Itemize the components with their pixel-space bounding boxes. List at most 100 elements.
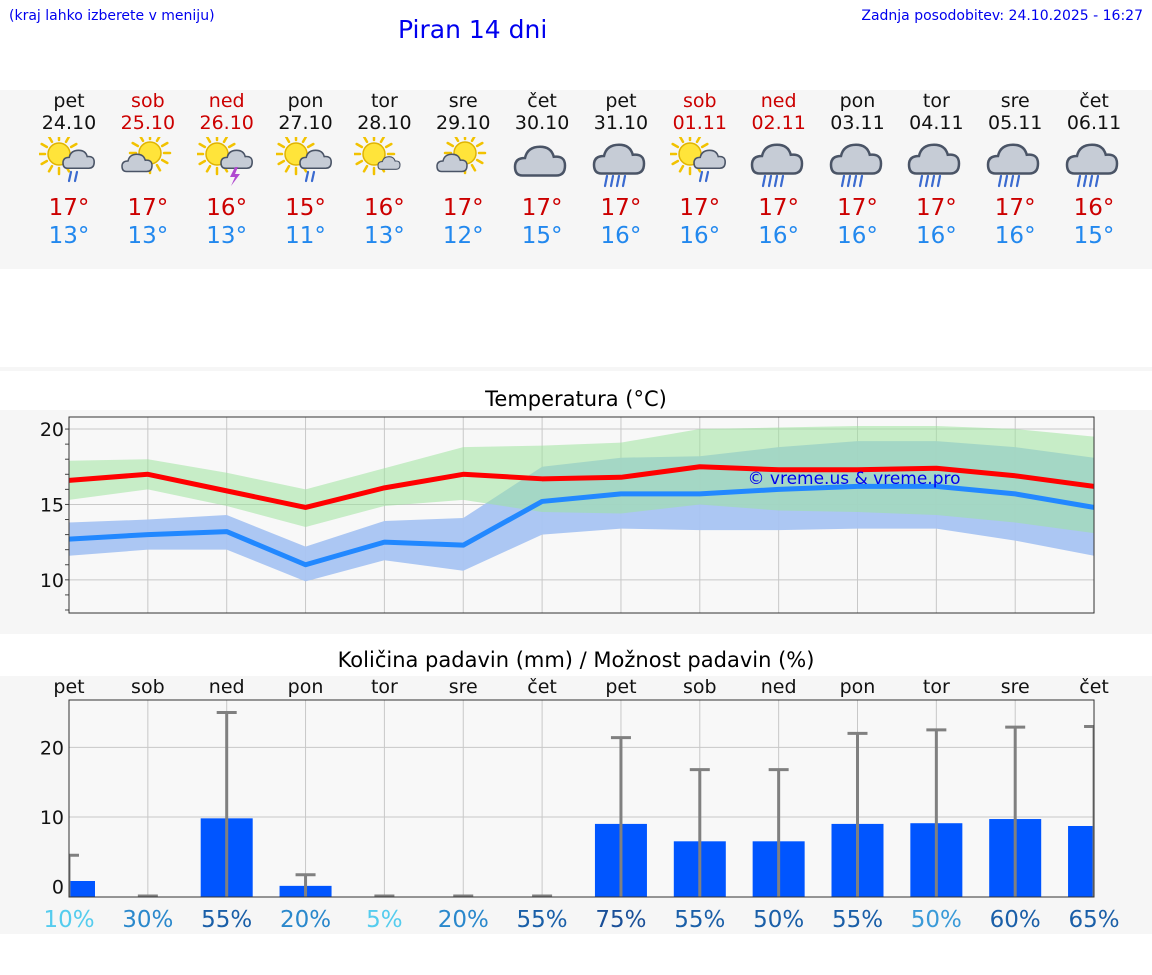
- max-temperature: 17°: [994, 195, 1036, 221]
- forecast-day: tor 04.11 17° 16°: [896, 90, 976, 250]
- max-temp-line: [69, 464, 1094, 510]
- rain-shape: [603, 174, 627, 188]
- min-temperature: 16°: [600, 223, 642, 249]
- day-name: čet: [1079, 90, 1109, 112]
- min-temp-line: [69, 483, 1094, 568]
- cloud-shape: [829, 143, 882, 175]
- forecast-day: ned 02.11 17° 16°: [739, 90, 819, 250]
- temperature-chart: 10 15 20 © vreme.us & vreme.pro: [40, 416, 1095, 614]
- forecast-day: pet 31.10 17° 16°: [581, 90, 661, 250]
- precip-chance-label: 5%: [366, 907, 403, 933]
- day-name: tor: [370, 90, 398, 112]
- y-tick-label: 0: [52, 877, 64, 899]
- precip-chance-label: 55%: [201, 907, 252, 933]
- min-temperature: 13°: [206, 223, 248, 249]
- precip-chance-label: 50%: [911, 907, 962, 933]
- cloud-heavy-rain-icon: [829, 143, 882, 188]
- min-temperature: 13°: [364, 223, 405, 249]
- y-tick-label: 10: [40, 807, 64, 829]
- day-name: pon: [287, 90, 324, 112]
- day-date: 30.10: [514, 112, 570, 134]
- day-label: ned: [761, 676, 797, 698]
- forecast-day: tor 28.10 16° 13°: [344, 90, 424, 250]
- precip-chance-label: 50%: [753, 907, 804, 933]
- day-label: pon: [288, 676, 324, 698]
- day-date: 04.11: [909, 112, 964, 134]
- rain-shape: [840, 174, 863, 188]
- y-tick-label: 20: [40, 737, 64, 759]
- y-tick-label: 20: [40, 419, 64, 441]
- forecast-day: sob 25.10 17° 13°: [108, 90, 188, 250]
- forecast-day: čet 30.10 17° 15°: [502, 90, 582, 250]
- location-hint: (kraj lahko izberete v meniju): [9, 8, 215, 24]
- sun-shape: [354, 137, 396, 176]
- forecast-strip: pet 24.10 17° 13° sob 25.10 17° 13° ned 26.10 16° 1…: [0, 90, 1152, 269]
- divider: [0, 367, 1152, 371]
- max-temperature: 15°: [285, 195, 326, 221]
- day-date: 05.11: [987, 112, 1043, 134]
- day-name: sre: [1000, 90, 1030, 112]
- cloud-shape: [121, 153, 153, 173]
- precip-bar: [1068, 825, 1094, 897]
- cloud-shape: [62, 149, 95, 170]
- max-temperature: 17°: [48, 195, 90, 221]
- forecast-day: sre 05.11 17° 16°: [975, 90, 1055, 250]
- max-temperature: 16°: [206, 195, 248, 221]
- precip-chance-label: 30%: [122, 907, 173, 933]
- day-date: 01.11: [672, 112, 727, 134]
- day-date: 06.11: [1066, 112, 1122, 134]
- max-temperature: 17°: [127, 195, 169, 221]
- day-name: sre: [448, 90, 478, 112]
- sun-thunder-icon: [196, 137, 253, 186]
- forecast-day: ned 26.10 16° 13°: [187, 90, 267, 250]
- cloud-heavy-rain-icon: [908, 143, 961, 188]
- rain-shape: [698, 170, 709, 183]
- day-name: čet: [527, 90, 557, 112]
- precipitation-chart-title: Količina padavin (mm) / Možnost padavin …: [337, 648, 815, 672]
- precip-chance-label: 20%: [280, 907, 331, 933]
- forecast-day: sre 29.10 17° 12°: [423, 90, 503, 250]
- forecast-day: pon 03.11 17° 16°: [818, 90, 898, 250]
- temperature-panel: Temperatura (°C) 10 15 20 © vreme.us & vrem…: [0, 387, 1152, 634]
- max-temperature: 17°: [679, 195, 721, 221]
- min-temperature: 15°: [521, 223, 563, 249]
- min-temperature: 11°: [285, 223, 326, 249]
- day-label: sre: [1001, 676, 1030, 698]
- precipitation-chart: pet sob ned pon tor sre čet pet sob ned pon tor sre č…: [40, 676, 1120, 933]
- day-name: pet: [53, 90, 85, 112]
- day-label: sob: [683, 676, 717, 698]
- cloud-shape: [377, 156, 401, 170]
- day-label: tor: [371, 676, 398, 698]
- watermark: © vreme.us & vreme.pro: [747, 469, 960, 489]
- max-temperature: 17°: [758, 195, 800, 221]
- precipitation-panel: Količina padavin (mm) / Možnost padavin …: [0, 648, 1152, 934]
- day-label: pet: [53, 676, 84, 698]
- day-name: tor: [922, 90, 950, 112]
- min-temperature: 13°: [48, 223, 90, 249]
- cloud-shape: [986, 143, 1040, 175]
- day-date: 03.11: [830, 112, 885, 134]
- precip-bar: [69, 880, 95, 897]
- day-date: 25.10: [120, 112, 176, 134]
- precip-chance-label: 55%: [674, 907, 725, 933]
- sun-cloud-rain-icon: [39, 137, 95, 183]
- day-name: sob: [131, 90, 165, 112]
- day-name: ned: [208, 90, 245, 112]
- precip-chance-label: 10%: [43, 907, 94, 933]
- day-date: 31.10: [593, 112, 649, 134]
- max-temperature: 17°: [521, 195, 563, 221]
- cloud-shape: [592, 143, 646, 175]
- cloud-shape: [436, 153, 469, 173]
- plot-frame: [68, 416, 1095, 614]
- rain-shape: [1076, 174, 1100, 188]
- cloud-heavy-rain-icon: [986, 143, 1040, 188]
- day-label: pet: [605, 676, 636, 698]
- day-name: pet: [605, 90, 637, 112]
- temperature-chart-title: Temperatura (°C): [485, 387, 667, 411]
- rain-shape: [998, 174, 1021, 188]
- rain-shape: [761, 174, 784, 188]
- day-date: 29.10: [436, 112, 491, 134]
- max-temperature: 17°: [915, 195, 957, 221]
- max-temperature: 17°: [600, 195, 642, 221]
- cloud-shape: [219, 149, 253, 170]
